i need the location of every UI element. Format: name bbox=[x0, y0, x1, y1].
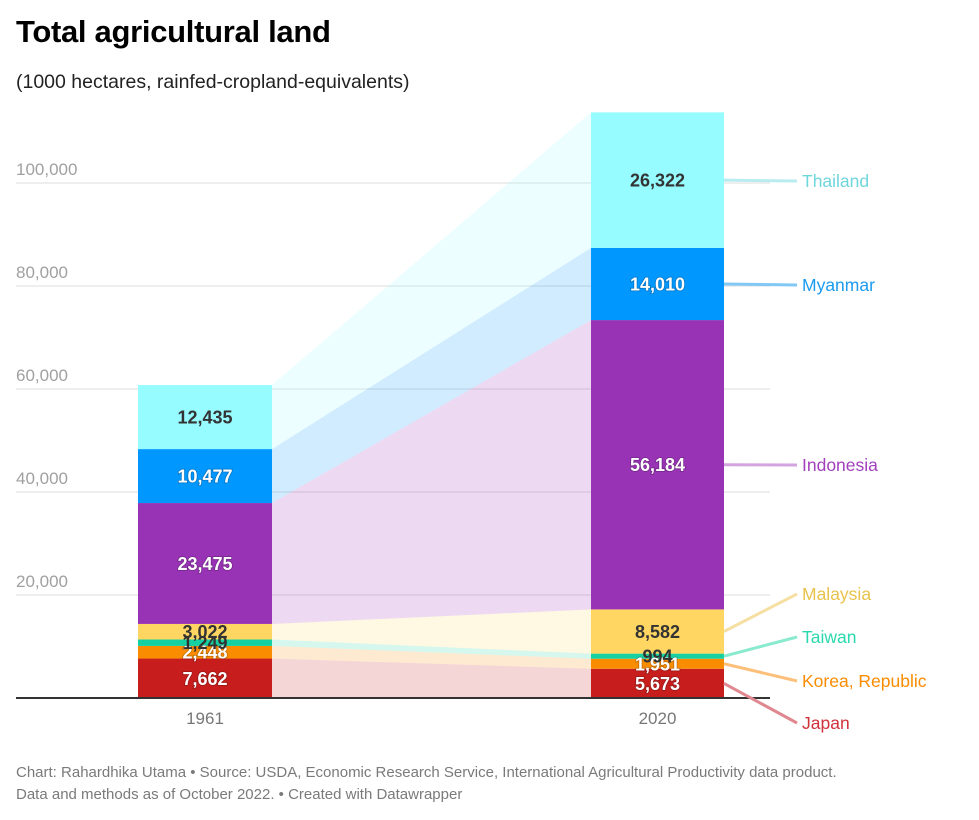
stacked-bar-chart: 20,000 40,000 60,000 80,000 100,000 7,662 2,4… bbox=[16, 112, 927, 733]
series-label-korea-republic: Korea, Republic bbox=[802, 671, 927, 691]
x-tick-label: 1961 bbox=[186, 709, 224, 728]
y-tick-label: 20,000 bbox=[16, 572, 68, 591]
leader-line bbox=[723, 178, 798, 183]
leader-line bbox=[723, 592, 798, 633]
bar-segment-malaysia-2020 bbox=[591, 609, 724, 654]
series-label-thailand: Thailand bbox=[802, 171, 869, 191]
value-label: 1,951 bbox=[635, 654, 680, 674]
leader-line bbox=[723, 662, 798, 683]
connecting-areas bbox=[272, 112, 591, 698]
value-label: 56,184 bbox=[630, 455, 685, 475]
value-label: 8,582 bbox=[635, 622, 680, 642]
bar-segment-korea-republic-2020 bbox=[591, 658, 724, 669]
connector-area-korea-republic bbox=[272, 645, 591, 669]
bar-segment-japan-2020 bbox=[591, 668, 724, 698]
value-label: 26,322 bbox=[630, 171, 685, 191]
bar-segment-myanmar-1961 bbox=[138, 449, 272, 504]
bar-segment-taiwan-2020 bbox=[591, 653, 724, 659]
leader-line bbox=[723, 682, 798, 725]
bar-segment-thailand-1961 bbox=[138, 385, 272, 450]
bar-segment-malaysia-1961 bbox=[138, 623, 272, 640]
x-tick-label: 2020 bbox=[639, 709, 677, 728]
connector-area-myanmar bbox=[272, 247, 591, 504]
value-label: 2,448 bbox=[182, 643, 227, 663]
series-label-malaysia: Malaysia bbox=[802, 584, 871, 604]
value-label: 7,662 bbox=[182, 669, 227, 689]
value-label: 3,022 bbox=[182, 622, 227, 642]
connector-area-taiwan bbox=[272, 639, 591, 659]
value-label: 994 bbox=[642, 647, 672, 667]
y-tick-label: 100,000 bbox=[16, 160, 77, 179]
footer-source: Chart: Rahardhika Utama • Source: USDA, … bbox=[16, 764, 837, 781]
value-label: 23,475 bbox=[177, 554, 232, 574]
bar-segment-korea-republic-1961 bbox=[138, 645, 272, 659]
chart-subtitle: (1000 hectares, rainfed-cropland-equival… bbox=[16, 71, 410, 93]
leader-line bbox=[723, 282, 798, 287]
bar-segment-indonesia-1961 bbox=[138, 503, 272, 624]
series-label-indonesia: Indonesia bbox=[802, 455, 878, 475]
chart-title: Total agricultural land bbox=[16, 14, 331, 49]
direct-labels: Japan Korea, Republic Taiwan Malaysia Indone… bbox=[723, 171, 927, 733]
value-label: 5,673 bbox=[635, 674, 680, 694]
y-tick-label: 60,000 bbox=[16, 366, 68, 385]
value-label: 10,477 bbox=[177, 467, 232, 487]
bar-segment-japan-1961 bbox=[138, 658, 272, 698]
axes: 1961 2020 bbox=[16, 697, 770, 728]
leader-line bbox=[723, 635, 798, 658]
bars bbox=[138, 112, 724, 698]
value-label: 12,435 bbox=[177, 408, 232, 428]
value-label: 1,249 bbox=[182, 633, 227, 653]
footer-notes: Data and methods as of October 2022. • C… bbox=[16, 786, 463, 803]
chart-footer: Chart: Rahardhika Utama • Source: USDA, … bbox=[16, 762, 837, 806]
connector-area-thailand bbox=[272, 112, 591, 450]
y-tick-label: 80,000 bbox=[16, 263, 68, 282]
bar-segment-myanmar-2020 bbox=[591, 247, 724, 321]
series-label-japan: Japan bbox=[802, 713, 850, 733]
bar-segment-thailand-2020 bbox=[591, 112, 724, 248]
bar-segment-taiwan-1961 bbox=[138, 639, 272, 646]
connector-area-japan bbox=[272, 658, 591, 698]
series-label-myanmar: Myanmar bbox=[802, 275, 875, 295]
connector-area-malaysia bbox=[272, 609, 591, 654]
value-label: 14,010 bbox=[630, 274, 685, 294]
connector-area-indonesia bbox=[272, 320, 591, 624]
bar-segment-indonesia-2020 bbox=[591, 320, 724, 610]
series-label-taiwan: Taiwan bbox=[802, 627, 856, 647]
y-tick-label: 40,000 bbox=[16, 469, 68, 488]
